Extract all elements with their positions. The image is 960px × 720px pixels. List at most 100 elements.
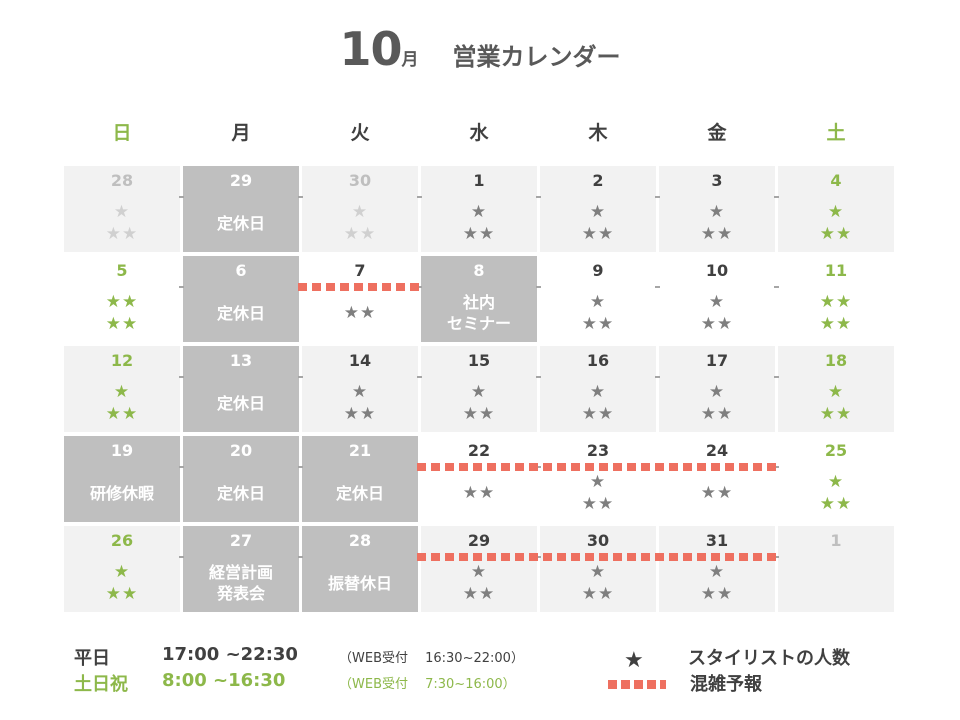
day-number: 10 [705,261,729,280]
hours-weekend-label: 土日祝 [74,674,128,695]
calendar-day: 17 ★ ★★ [655,346,775,432]
stylist-stars: ★ ★★ [64,558,180,608]
calendar-day: 7 ★★ [298,256,418,342]
calendar-day: 3 ★ ★★ [655,166,775,252]
cell-divider-tick [179,556,184,558]
day-number: 11 [824,261,848,280]
stylist-stars: ★ ★★ [659,558,775,608]
star-icon-line: ★ [589,472,607,492]
star-icon-line: ★★ [105,314,139,334]
day-number: 28 [348,531,372,550]
weekday-header: 月 [231,122,251,144]
calendar-day: 25 ★ ★★ [774,436,894,522]
day-note: 研修休暇 [89,483,154,503]
legend-star-icon: ★ [624,648,644,673]
stylist-stars: ★ ★★ [778,468,894,518]
cell-divider-tick [655,196,660,198]
star-icon-line: ★★ [700,404,734,424]
calendar-day: 14 ★ ★★ [298,346,418,432]
title-text: 営業カレンダー [452,43,621,71]
calendar-day: 11 ★★ ★★ [774,256,894,342]
star-icon-line: ★ [827,202,845,222]
cell-divider-tick [179,196,184,198]
day-number: 14 [348,351,372,370]
day-number: 5 [116,261,128,280]
stylist-stars: ★ ★★ [778,378,894,428]
star-icon-line: ★ [113,382,131,402]
stylist-stars: ★★ [421,468,537,518]
star-icon-line: ★★ [462,584,496,604]
star-icon-line: ★★ [462,404,496,424]
stylist-stars: ★ ★★ [302,378,418,428]
day-number: 31 [705,531,729,550]
calendar-day-closed: 6 定休日 [179,256,299,342]
calendar-day: 16 ★ ★★ [536,346,656,432]
calendar-day-closed: 29 定休日 [179,166,299,252]
day-number: 30 [348,171,372,190]
cell-divider-tick [536,286,541,288]
day-number: 16 [586,351,610,370]
legend-star-label: スタイリストの人数 [688,648,850,669]
day-number: 29 [467,531,491,550]
calendar-day-closed: 19 研修休暇 [64,436,180,522]
cell-divider-tick [774,196,779,198]
star-icon-line: ★ [827,382,845,402]
title-month-unit: 月 [401,50,419,70]
cell-divider-tick [298,556,303,558]
day-number: 1 [830,531,842,550]
day-number: 22 [467,441,491,460]
star-icon-line: ★★ [700,483,734,503]
cell-divider-tick [298,376,303,378]
calendar-day: 4 ★ ★★ [774,166,894,252]
stylist-stars: ★ ★★ [659,378,775,428]
star-icon-line: ★★ [819,314,853,334]
stylist-stars: ★ ★★ [421,558,537,608]
day-number: 20 [229,441,253,460]
cell-divider-tick [179,286,184,288]
star-icon-line: ★★ [105,404,139,424]
hours-weekday-time: 17:00 ~22:30 [162,644,298,665]
star-icon-line: ★ [470,202,488,222]
day-number: 4 [830,171,842,190]
calendar-day: 5 ★★ ★★ [64,256,180,342]
day-number: 9 [592,261,604,280]
star-icon-line: ★★ [105,292,139,312]
stylist-stars: ★★ [302,288,418,338]
star-icon-line: ★★ [819,224,853,244]
day-number: 15 [467,351,491,370]
day-number: 30 [586,531,610,550]
crowd-forecast-line [417,553,779,561]
calendar-day: 31 ★ ★★ [655,526,775,612]
star-icon-line: ★★ [819,292,853,312]
star-icon-line: ★★ [700,584,734,604]
calendar-day: 1 ★ ★★ [417,166,537,252]
day-note: 定休日 [216,303,265,323]
calendar-day: 26 ★ ★★ [64,526,180,612]
calendar-day-closed: 21 定休日 [298,436,418,522]
calendar-day-closed: 20 定休日 [179,436,299,522]
day-note: 定休日 [335,483,384,503]
star-icon-line: ★★ [343,404,377,424]
star-icon-line: ★ [113,562,131,582]
calendar-day: 15 ★ ★★ [417,346,537,432]
stylist-stars: ★ ★★ [64,198,180,248]
calendar-day: 9 ★ ★★ [536,256,656,342]
calendar-day: 22 ★★ [417,436,537,522]
stylist-stars: ★ ★★ [659,198,775,248]
day-number: 13 [229,351,253,370]
star-icon-line: ★ [470,562,488,582]
stylist-stars: ★ ★★ [302,198,418,248]
star-icon-line: ★ [827,472,845,492]
star-icon-line: ★★ [581,404,615,424]
calendar-day: 1 [774,526,894,612]
legend-crowd-label: 混雑予報 [690,674,762,695]
star-icon-line: ★ [708,382,726,402]
stylist-stars: ★ ★★ [421,198,537,248]
day-note: 定休日 [216,213,265,233]
star-icon-line: ★★ [581,584,615,604]
calendar-day: 18 ★ ★★ [774,346,894,432]
star-icon-line: ★ [470,382,488,402]
stylist-stars: ★ ★★ [778,198,894,248]
star-icon-line: ★★ [105,584,139,604]
stylist-stars: ★ ★★ [540,288,656,338]
